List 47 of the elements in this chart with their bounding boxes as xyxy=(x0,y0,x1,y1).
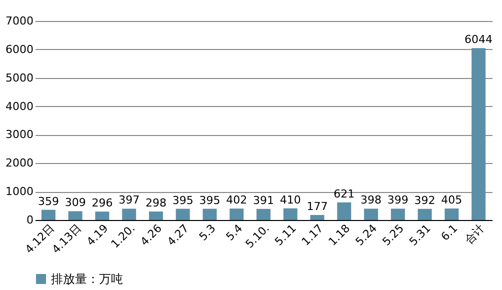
y-tick-label: 0 xyxy=(26,214,34,226)
x-tick-label: 5.3 xyxy=(196,222,218,244)
data-label: 391 xyxy=(253,194,274,207)
data-label: 392 xyxy=(414,194,436,207)
x-tick-label: 6.1 xyxy=(438,222,460,244)
y-tick-label: 1000 xyxy=(6,185,34,198)
data-label: 402 xyxy=(226,194,248,207)
data-label: 298 xyxy=(145,196,166,210)
bar xyxy=(283,208,298,220)
bar xyxy=(418,208,432,220)
y-tick-label: 7000 xyxy=(6,14,34,28)
data-label: 177 xyxy=(306,200,328,213)
data-label: 395 xyxy=(172,194,194,207)
data-label: 309 xyxy=(64,196,86,210)
y-tick-label: 3000 xyxy=(6,128,34,142)
data-label: 395 xyxy=(199,194,220,207)
bar xyxy=(68,211,82,220)
bar xyxy=(95,212,110,220)
bar xyxy=(337,202,352,220)
bar xyxy=(41,210,56,220)
bar xyxy=(444,208,459,220)
data-label: 6044 xyxy=(464,33,493,46)
bar xyxy=(472,48,486,220)
x-tick-label: 5.4 xyxy=(224,222,246,244)
data-label: 359 xyxy=(38,194,59,208)
bar xyxy=(122,208,136,220)
bar xyxy=(256,208,270,220)
legend-label: 排放量：万吨 xyxy=(51,272,123,286)
bar xyxy=(202,208,217,220)
y-tick-label: 4000 xyxy=(6,100,34,113)
x-tick-label: 合计 xyxy=(462,222,488,247)
y-tick-label: 2000 xyxy=(6,156,34,170)
y-tick-label: 5000 xyxy=(6,71,34,84)
data-label: 296 xyxy=(92,196,113,210)
y-tick-label: 6000 xyxy=(6,42,34,56)
data-label: 399 xyxy=(387,194,408,207)
data-label: 621 xyxy=(334,187,355,200)
data-label: 397 xyxy=(118,194,140,207)
bar xyxy=(390,208,405,220)
bar xyxy=(364,208,378,220)
bar xyxy=(176,208,190,220)
bar xyxy=(148,212,163,220)
data-label: 405 xyxy=(441,193,462,206)
bar xyxy=(310,214,324,220)
data-label: 398 xyxy=(360,194,382,207)
data-label: 410 xyxy=(280,193,301,206)
bar xyxy=(230,208,244,220)
